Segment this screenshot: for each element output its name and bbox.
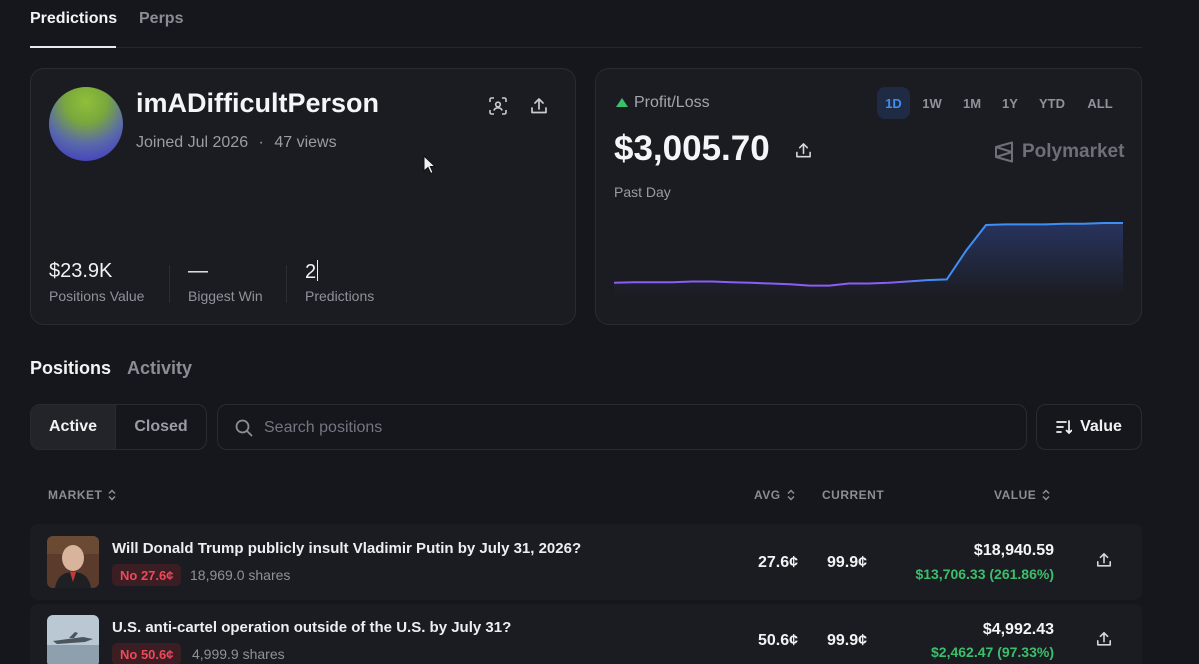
- range-1y[interactable]: 1Y: [1002, 95, 1018, 111]
- pnl-area: [614, 223, 1123, 297]
- tab-activity[interactable]: Activity: [127, 358, 193, 378]
- position-gain: $13,706.33 (261.86%): [915, 566, 1054, 582]
- outcome-badge: No 27.6¢: [112, 564, 182, 586]
- share-pnl-button[interactable]: [792, 139, 814, 161]
- shares-count: 18,969.0 shares: [190, 567, 291, 583]
- pnl-period: Past Day: [614, 184, 671, 200]
- view-count: 47 views: [274, 134, 337, 151]
- sort-icon: [1056, 420, 1073, 435]
- share-position-button[interactable]: [1096, 631, 1116, 651]
- pnl-card: Profit/Loss 1D 1W 1M 1Y YTD ALL $3,005.7…: [595, 68, 1142, 325]
- profile-card: imADifficultPerson Joined Jul 2026 · 47 …: [30, 68, 576, 325]
- stat-value: 2: [305, 260, 374, 286]
- outcome-badge: No 50.6¢: [112, 643, 182, 664]
- pnl-chart: [614, 222, 1123, 297]
- meta-separator: ·: [258, 134, 264, 151]
- stat-label: Predictions: [305, 288, 375, 304]
- text-caret: [317, 260, 319, 281]
- stat-label: Biggest Win: [188, 288, 263, 304]
- scan-icon: [489, 97, 507, 115]
- market-thumbnail: [47, 615, 99, 664]
- range-1w[interactable]: 1W: [922, 95, 942, 111]
- mouse-cursor-icon: [423, 155, 436, 175]
- stat-value: —: [188, 260, 208, 282]
- range-ytd[interactable]: YTD: [1039, 95, 1065, 111]
- stat-divider: [286, 265, 287, 303]
- sort-label: Value: [1080, 418, 1122, 435]
- brand-name: Polymarket: [1022, 141, 1125, 162]
- status-toggle: Active Closed: [30, 404, 207, 450]
- trend-up-icon: [616, 98, 628, 107]
- pnl-line: [614, 222, 1123, 287]
- market-image: [47, 615, 99, 664]
- table-row[interactable]: Will Donald Trump publicly insult Vladim…: [30, 524, 1142, 600]
- header-value[interactable]: VALUE: [994, 488, 1051, 502]
- market-question[interactable]: U.S. anti-cartel operation outside of th…: [112, 619, 512, 636]
- stat-value: $23.9K: [49, 260, 113, 282]
- sort-chevrons-icon: [787, 489, 795, 501]
- search-icon: [235, 419, 253, 437]
- top-tab-bar: Predictions Perps: [30, 0, 1142, 48]
- position-gain: $2,462.47 (97.33%): [931, 644, 1054, 660]
- sort-value-button[interactable]: Value: [1036, 404, 1142, 450]
- avatar: [49, 87, 123, 161]
- market-question[interactable]: Will Donald Trump publicly insult Vladim…: [112, 540, 582, 557]
- current-price: 99.9¢: [827, 554, 868, 571]
- header-current-label: CURRENT: [822, 488, 885, 502]
- filter-active-button[interactable]: Active: [31, 405, 117, 449]
- position-value: $4,992.43: [982, 621, 1054, 638]
- market-image: [47, 536, 99, 588]
- table-row[interactable]: U.S. anti-cartel operation outside of th…: [30, 604, 1142, 664]
- tab-perps[interactable]: Perps: [139, 10, 184, 27]
- share-icon: [1096, 631, 1112, 646]
- tab-positions[interactable]: Positions: [30, 358, 112, 378]
- range-all[interactable]: ALL: [1087, 95, 1113, 111]
- stat-value-text: 2: [305, 261, 317, 283]
- header-avg[interactable]: AVG: [754, 488, 796, 502]
- avg-price: 50.6¢: [758, 632, 799, 649]
- pnl-title: Profit/Loss: [634, 94, 710, 111]
- market-thumbnail: [47, 536, 99, 588]
- share-icon: [531, 98, 547, 114]
- position-value: $18,940.59: [973, 542, 1054, 559]
- shares-count: 4,999.9 shares: [192, 646, 285, 662]
- sort-chevrons-icon: [108, 489, 116, 501]
- search-box: [217, 404, 1027, 450]
- avg-price: 27.6¢: [758, 554, 799, 571]
- username: imADifficultPerson: [136, 88, 380, 118]
- header-market-label: MARKET: [48, 488, 103, 502]
- stat-positions-value: $23.9K Positions Value: [49, 260, 144, 304]
- qr-scan-button[interactable]: [487, 95, 509, 117]
- filter-closed-button[interactable]: Closed: [134, 418, 188, 435]
- joined-date: Joined Jul 2026: [136, 134, 249, 151]
- stat-divider: [169, 265, 170, 303]
- search-input[interactable]: [264, 417, 1004, 439]
- range-1m[interactable]: 1M: [962, 95, 982, 111]
- header-avg-label: AVG: [754, 488, 781, 502]
- stat-label: Positions Value: [49, 288, 145, 304]
- stat-biggest-win: — Biggest Win: [188, 260, 263, 304]
- share-icon: [795, 142, 811, 157]
- polymarket-logo-icon: [995, 141, 1013, 163]
- header-market[interactable]: MARKET: [48, 488, 117, 502]
- tab-predictions[interactable]: Predictions: [30, 10, 118, 27]
- sort-chevrons-icon: [1042, 489, 1050, 501]
- share-position-button[interactable]: [1096, 552, 1116, 572]
- header-current: CURRENT: [822, 488, 884, 502]
- range-1d[interactable]: 1D: [877, 87, 910, 119]
- current-price: 99.9¢: [827, 632, 868, 649]
- stat-predictions: 2 Predictions: [305, 260, 374, 304]
- share-icon: [1096, 552, 1112, 567]
- active-tab-indicator: [30, 46, 116, 48]
- profile-meta: Joined Jul 2026 · 47 views: [136, 134, 337, 152]
- share-profile-button[interactable]: [528, 95, 550, 117]
- header-value-label: VALUE: [994, 488, 1037, 502]
- pnl-amount: $3,005.70: [614, 129, 770, 168]
- polymarket-brand: Polymarket: [994, 141, 1124, 163]
